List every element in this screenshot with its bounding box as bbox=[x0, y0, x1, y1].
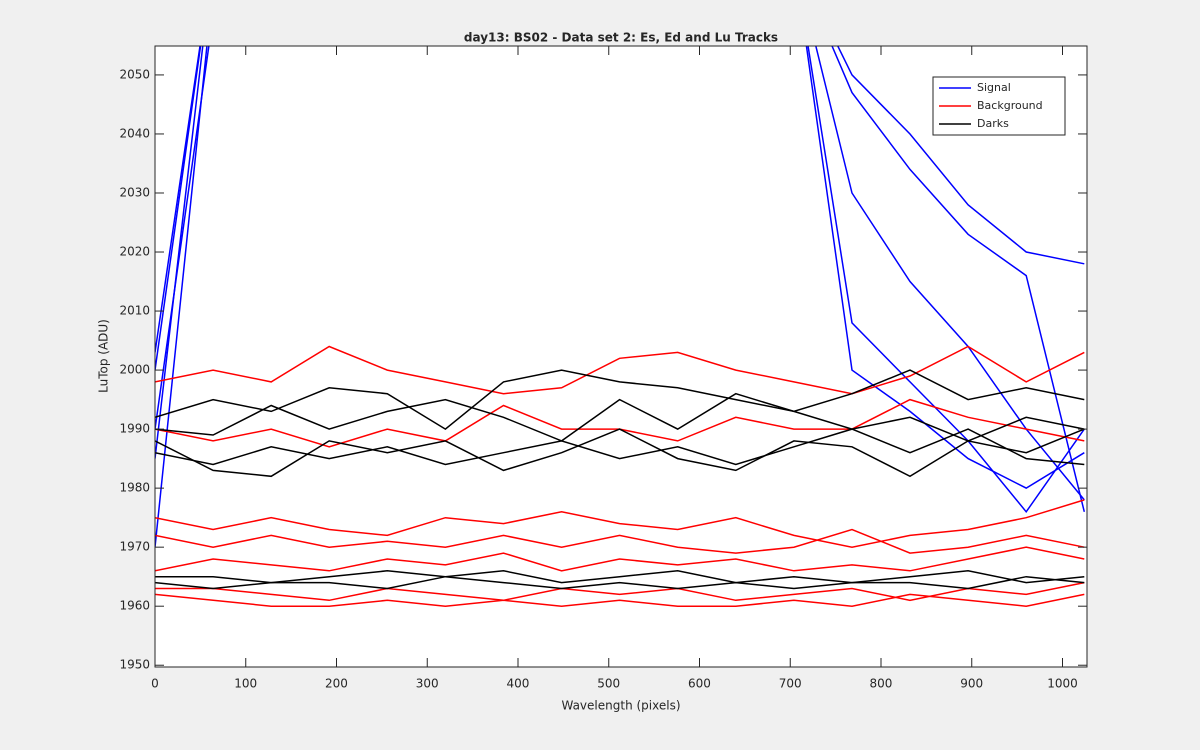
x-tick-label: 200 bbox=[325, 677, 348, 691]
series-line bbox=[155, 575, 1085, 590]
x-tick-label: 700 bbox=[779, 677, 802, 691]
x-tick-label: 0 bbox=[151, 677, 159, 691]
series-line bbox=[155, 46, 1086, 512]
x-tick-label: 1000 bbox=[1047, 677, 1078, 691]
series-line bbox=[155, 46, 1085, 353]
x-tick-label: 800 bbox=[870, 677, 893, 691]
legend-label: Signal bbox=[977, 81, 1011, 94]
series-line bbox=[155, 570, 1085, 584]
series-line bbox=[155, 428, 1085, 478]
y-axis-label: LuTop (ADU) bbox=[97, 319, 111, 393]
x-tick-label: 600 bbox=[688, 677, 711, 691]
y-tick-label: 1990 bbox=[119, 422, 150, 436]
y-tick-label: 2010 bbox=[119, 304, 150, 318]
y-tick-label: 1980 bbox=[119, 481, 150, 495]
y-tick-label: 1960 bbox=[119, 599, 150, 613]
x-tick-label: 900 bbox=[960, 677, 983, 691]
x-tick-label: 400 bbox=[507, 677, 530, 691]
series-line bbox=[155, 46, 1085, 514]
series-line bbox=[155, 46, 1085, 489]
series-line bbox=[155, 392, 1085, 442]
series-line bbox=[155, 593, 1085, 607]
y-tick-label: 2020 bbox=[119, 245, 150, 259]
chart-title: day13: BS02 - Data set 2: Es, Ed and Lu … bbox=[464, 31, 778, 45]
series-line bbox=[155, 345, 1085, 395]
x-axis-label: Wavelength (pixels) bbox=[561, 699, 680, 713]
lines bbox=[155, 46, 1086, 607]
y-tick-label: 2030 bbox=[119, 185, 150, 199]
y-tick-label: 2000 bbox=[119, 363, 150, 377]
y-tick-label: 2040 bbox=[119, 126, 150, 140]
y-tick-label: 1970 bbox=[119, 540, 150, 554]
legend-label: Darks bbox=[977, 117, 1009, 130]
legend-label: Background bbox=[977, 99, 1043, 112]
axes-box bbox=[154, 45, 1088, 668]
y-tick-label: 2050 bbox=[119, 67, 150, 81]
y-tick-label: 1950 bbox=[119, 658, 150, 672]
x-tick-label: 100 bbox=[234, 677, 257, 691]
plot-area bbox=[155, 46, 1087, 667]
series-line bbox=[155, 499, 1085, 548]
series-line bbox=[155, 546, 1085, 572]
series-line bbox=[155, 428, 1085, 466]
series-line bbox=[155, 528, 1085, 554]
x-tick-label: 500 bbox=[597, 677, 620, 691]
x-tick-label: 300 bbox=[416, 677, 439, 691]
series-line bbox=[155, 369, 1085, 431]
